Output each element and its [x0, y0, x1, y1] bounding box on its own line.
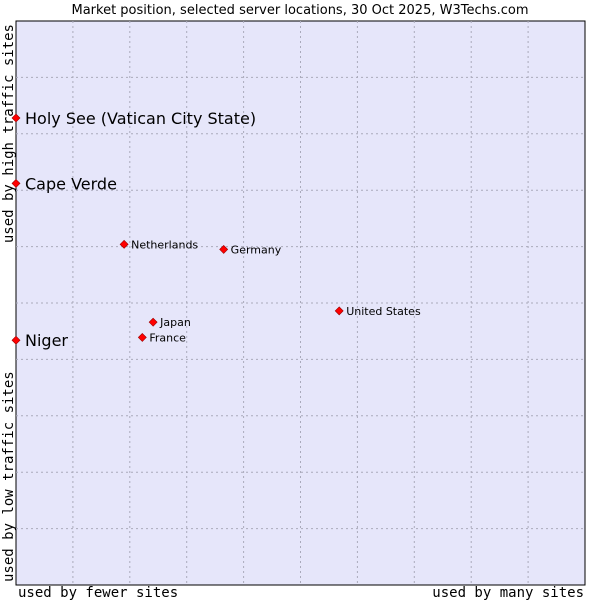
point-united-states — [334, 306, 344, 316]
point-japan — [148, 317, 158, 327]
point-france — [137, 332, 147, 342]
y-axis-label-top: used by high traffic sites — [1, 24, 17, 243]
point-label-france: France — [149, 331, 186, 344]
point-cape-verde — [11, 179, 21, 188]
point-germany — [219, 244, 229, 254]
point-label-holy-see-vatican-city-state: Holy See (Vatican City State) — [25, 109, 256, 128]
point-label-cape-verde: Cape Verde — [25, 174, 117, 193]
point-niger — [11, 335, 21, 345]
point-label-japan: Japan — [159, 316, 191, 329]
point-label-netherlands: Netherlands — [131, 238, 198, 251]
point-holy-see-vatican-city-state — [11, 113, 21, 123]
point-label-niger: Niger — [25, 331, 68, 350]
x-axis-label-right: used by many sites — [432, 585, 584, 600]
point-label-united-states: United States — [346, 305, 421, 318]
point-label-germany: Germany — [231, 243, 282, 256]
data-points: Holy See (Vatican City State) Cape Verde N… — [11, 109, 421, 350]
chart-title: Market position, selected server locatio… — [71, 3, 528, 18]
grid-lines — [16, 21, 585, 585]
x-axis-label-left: used by fewer sites — [18, 585, 178, 600]
point-netherlands — [119, 239, 129, 249]
y-axis-label-bottom: used by low traffic sites — [1, 371, 17, 582]
